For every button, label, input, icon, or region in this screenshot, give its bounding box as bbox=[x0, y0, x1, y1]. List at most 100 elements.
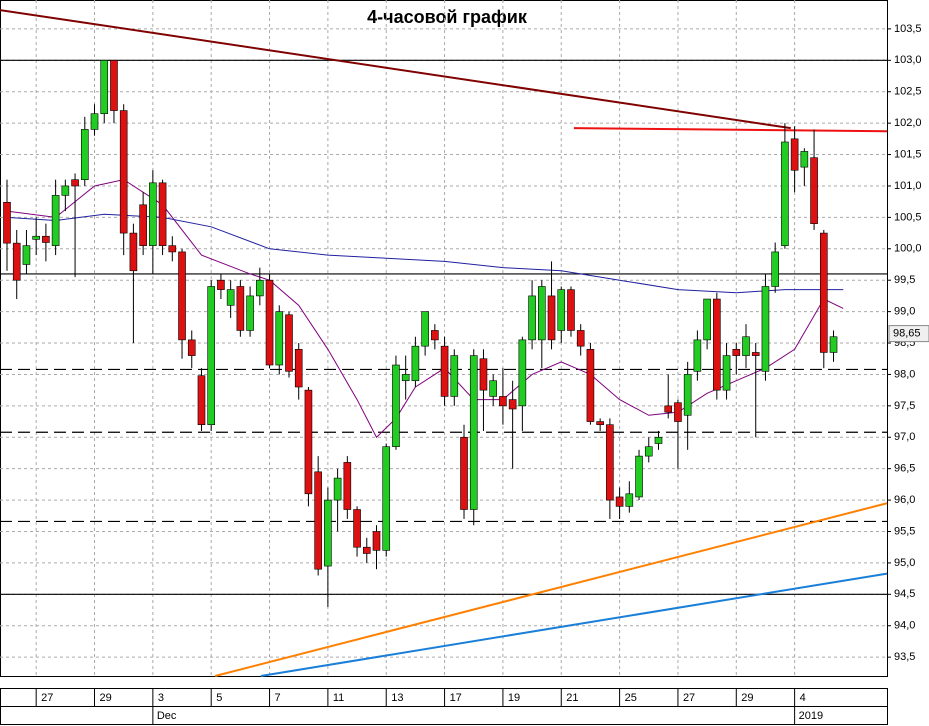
candle-body bbox=[713, 298, 721, 391]
candle-body bbox=[372, 531, 381, 551]
candle-body bbox=[12, 242, 21, 281]
candle-body bbox=[411, 345, 420, 382]
candle-body bbox=[333, 477, 342, 501]
candle-body bbox=[469, 355, 478, 510]
candle-body bbox=[353, 509, 361, 548]
candle-body bbox=[382, 446, 391, 551]
candle-body bbox=[139, 204, 147, 246]
x-tick-label: 27 bbox=[41, 692, 53, 704]
candle-body bbox=[275, 311, 284, 366]
x-tick-label: 4 bbox=[800, 692, 806, 704]
y-tick-label: 100,0 bbox=[894, 243, 922, 255]
x-tick-label: 27 bbox=[683, 692, 695, 704]
candle-body bbox=[431, 330, 439, 341]
candle-body bbox=[32, 235, 40, 240]
y-tick-label: 93,5 bbox=[894, 651, 915, 663]
candle-body bbox=[3, 201, 11, 244]
y-tick-label: 98,0 bbox=[894, 368, 915, 380]
candle-body bbox=[790, 138, 799, 171]
candle-body bbox=[236, 286, 245, 331]
candle-body bbox=[392, 364, 400, 447]
y-tick-label: 96,0 bbox=[894, 494, 915, 506]
candle-body bbox=[207, 286, 215, 425]
candle-body bbox=[440, 345, 449, 397]
y-tick-label: 94,0 bbox=[894, 620, 915, 632]
candle-body bbox=[343, 462, 352, 510]
candle-body bbox=[654, 436, 663, 444]
x-tick-label: 21 bbox=[566, 692, 578, 704]
candle-body bbox=[732, 349, 741, 356]
candle-body bbox=[294, 349, 303, 388]
candle-body bbox=[168, 245, 177, 253]
y-tick-label: 95,5 bbox=[894, 525, 915, 537]
candle-body bbox=[129, 232, 138, 272]
candle-body bbox=[479, 358, 488, 391]
x-tick-label: 5 bbox=[216, 692, 222, 704]
candle-body bbox=[187, 339, 196, 356]
candle-body bbox=[362, 546, 371, 554]
candle-body bbox=[703, 298, 711, 341]
candle-body bbox=[606, 424, 614, 501]
candle-body bbox=[538, 286, 546, 341]
period-label: 2019 bbox=[799, 710, 823, 722]
candle-body bbox=[693, 339, 702, 372]
y-tick-label: 102,0 bbox=[894, 117, 922, 129]
plot-frame bbox=[0, 0, 888, 677]
candle-body bbox=[401, 374, 410, 382]
y-tick-label: 103,5 bbox=[894, 23, 922, 35]
x-tick-label: 29 bbox=[741, 692, 753, 704]
candle-body bbox=[217, 279, 225, 290]
candle-body bbox=[644, 446, 653, 457]
candle-body bbox=[246, 295, 254, 331]
candle-body bbox=[819, 232, 828, 353]
price-label: 98,65 bbox=[893, 328, 921, 340]
candle-body bbox=[664, 405, 673, 413]
candle-body bbox=[100, 60, 109, 115]
x-tick-label: 17 bbox=[450, 692, 462, 704]
y-tick-label: 103,0 bbox=[894, 54, 922, 66]
candle-body bbox=[460, 436, 468, 510]
y-tick-label: 99,5 bbox=[894, 274, 915, 286]
y-tick-label: 100,5 bbox=[894, 211, 922, 223]
x-tick-label: 7 bbox=[275, 692, 281, 704]
candle-body bbox=[256, 279, 264, 297]
trend-line bbox=[260, 572, 888, 677]
candle-body bbox=[518, 339, 527, 407]
candle-body bbox=[226, 289, 235, 306]
candle-body bbox=[149, 182, 157, 246]
candle-body bbox=[42, 235, 50, 243]
candle-body bbox=[22, 245, 31, 265]
candle-body bbox=[421, 311, 429, 347]
candle-body bbox=[722, 355, 731, 391]
candle-body bbox=[158, 182, 167, 246]
candle-body bbox=[51, 195, 60, 246]
candle-body bbox=[557, 289, 566, 331]
candle-body bbox=[751, 352, 760, 356]
candle-body bbox=[314, 471, 322, 570]
candle-body bbox=[576, 330, 585, 347]
x-tick-label: 29 bbox=[100, 692, 112, 704]
candle-body bbox=[800, 151, 809, 168]
candle-body bbox=[615, 496, 624, 507]
y-tick-label: 97,5 bbox=[894, 400, 915, 412]
y-tick-label: 94,5 bbox=[894, 588, 915, 600]
candle-body bbox=[304, 389, 313, 495]
x-tick-label: 19 bbox=[508, 692, 520, 704]
candle-body bbox=[71, 179, 79, 187]
x-tick-label: 11 bbox=[333, 692, 344, 704]
candle-body bbox=[674, 402, 682, 422]
y-tick-label: 96,5 bbox=[894, 463, 915, 475]
candle-body bbox=[528, 295, 536, 341]
period-label: Dec bbox=[157, 710, 177, 722]
x-tick-label: 3 bbox=[158, 692, 164, 704]
candle-body bbox=[567, 289, 575, 331]
candle-body bbox=[90, 113, 99, 130]
trend-line bbox=[214, 502, 888, 677]
candle-body bbox=[197, 375, 206, 425]
candle-body bbox=[508, 399, 517, 410]
candle-body bbox=[683, 374, 692, 416]
candle-body bbox=[285, 314, 293, 372]
chart-title: 4-часовой график bbox=[367, 7, 528, 27]
candle-body bbox=[829, 336, 838, 353]
